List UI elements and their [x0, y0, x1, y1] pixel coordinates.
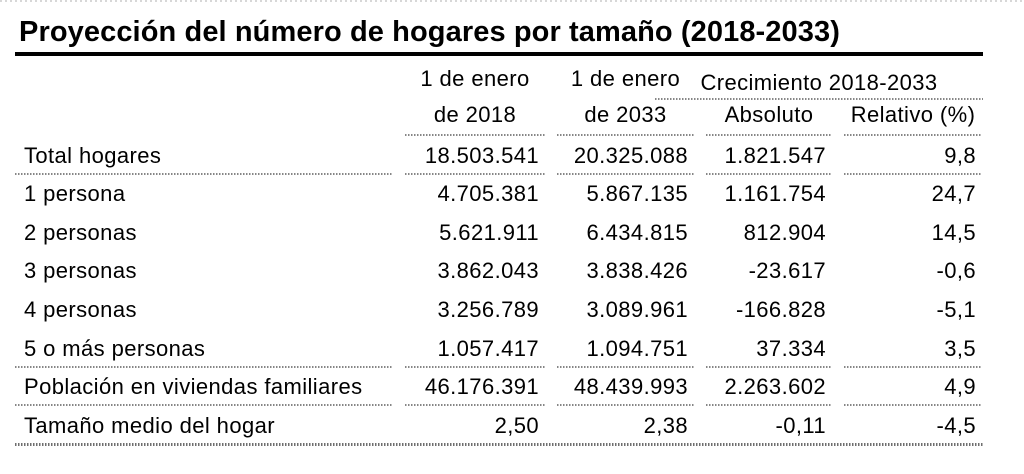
- cell-relativo: 9,8: [844, 143, 982, 175]
- row-label: 4 personas: [24, 296, 137, 322]
- column-header-2033-line1: 1 de enero: [570, 66, 681, 91]
- table-header: 1 de enero de 2018 1 de enero de 2033 Cr…: [15, 56, 983, 136]
- table-row-tamano-medio: Tamaño medio del hogar 2,50 2,38 -0,11 -…: [15, 406, 983, 446]
- column-group-header-crecimiento: Crecimiento 2018-2033: [655, 56, 983, 100]
- cell-absoluto: 812.904: [743, 219, 826, 245]
- column-group-header-label: Crecimiento 2018-2033: [700, 70, 938, 95]
- cell-absoluto: 1.161.754: [724, 181, 826, 207]
- cell-2018: 4.705.381: [437, 181, 539, 207]
- table-row-3-personas: 3 personas 3.862.043 3.838.426 -23.617 -…: [15, 252, 983, 291]
- cell-2018: 18.503.541: [405, 143, 545, 175]
- cell-2018: 1.057.417: [405, 336, 545, 368]
- table-row-2-personas: 2 personas 5.621.911 6.434.815 812.904 1…: [15, 213, 983, 252]
- cell-absoluto: 2.263.602: [706, 374, 832, 407]
- column-header-2018: 1 de enero de 2018: [405, 56, 545, 136]
- cell-2033: 6.434.815: [586, 219, 688, 245]
- cell-relativo: -5,1: [936, 296, 976, 322]
- row-label: 1 persona: [24, 181, 126, 207]
- column-header-2018-line2: de 2018: [433, 102, 517, 127]
- cell-2018: 5.621.911: [439, 219, 539, 245]
- table-row-5-o-mas-personas: 5 o más personas 1.057.417 1.094.751 37.…: [15, 329, 983, 368]
- cell-relativo: -0,6: [936, 258, 976, 284]
- cell-absoluto: -23.617: [748, 258, 826, 284]
- cell-2018: 3.862.043: [437, 258, 539, 284]
- column-header-2033: 1 de enero de 2033: [557, 56, 694, 136]
- cell-absoluto: 37.334: [706, 336, 832, 368]
- cell-2033: 3.089.961: [586, 296, 688, 322]
- cell-relativo: 4,9: [844, 374, 982, 407]
- table-row-total-hogares: Total hogares 18.503.541 20.325.088 1.82…: [15, 136, 983, 175]
- cell-absoluto: -0,11: [775, 412, 826, 438]
- cell-2033: 1.094.751: [557, 336, 694, 368]
- cell-2033: 5.867.135: [586, 181, 688, 207]
- cell-relativo: -4,5: [936, 412, 976, 438]
- cell-2033: 3.838.426: [586, 258, 688, 284]
- cell-2033: 48.439.993: [557, 374, 694, 407]
- top-edge-dotted-line: [0, 0, 1024, 2]
- households-projection-table: 1 de enero de 2018 1 de enero de 2033 Cr…: [15, 56, 983, 446]
- cell-relativo: 3,5: [844, 336, 982, 368]
- cell-2018: 46.176.391: [405, 374, 545, 407]
- table-row-1-persona: 1 persona 4.705.381 5.867.135 1.161.754 …: [15, 175, 983, 214]
- column-header-relativo: Relativo (%): [844, 56, 982, 136]
- row-label: 5 o más personas: [15, 336, 393, 368]
- cell-2018: 3.256.789: [437, 296, 539, 322]
- row-label: Total hogares: [15, 143, 393, 175]
- column-header-2033-line2: de 2033: [584, 102, 667, 127]
- table-row-poblacion-viviendas: Población en viviendas familiares 46.176…: [15, 368, 983, 407]
- page-title: Proyección del número de hogares por tam…: [19, 16, 840, 48]
- table-row-4-personas: 4 personas 3.256.789 3.089.961 -166.828 …: [15, 290, 983, 329]
- cell-relativo: 14,5: [931, 219, 976, 245]
- column-header-2018-line1: 1 de enero: [420, 66, 530, 91]
- column-header-absoluto-label: Absoluto: [724, 102, 814, 127]
- cell-relativo: 24,7: [931, 181, 976, 207]
- column-header-relativo-label: Relativo (%): [850, 102, 976, 127]
- row-label: Tamaño medio del hogar: [24, 412, 275, 438]
- row-label: Población en viviendas familiares: [15, 374, 393, 407]
- row-label: 2 personas: [24, 219, 137, 245]
- cell-2018: 2,50: [494, 412, 539, 438]
- title-underline-rule: [15, 52, 983, 56]
- cell-2033: 2,38: [643, 412, 688, 438]
- column-header-absoluto: Absoluto: [706, 56, 832, 136]
- cell-absoluto: -166.828: [735, 296, 826, 322]
- cell-absoluto: 1.821.547: [706, 143, 832, 175]
- row-label: 3 personas: [24, 258, 137, 284]
- cell-2033: 20.325.088: [557, 143, 694, 175]
